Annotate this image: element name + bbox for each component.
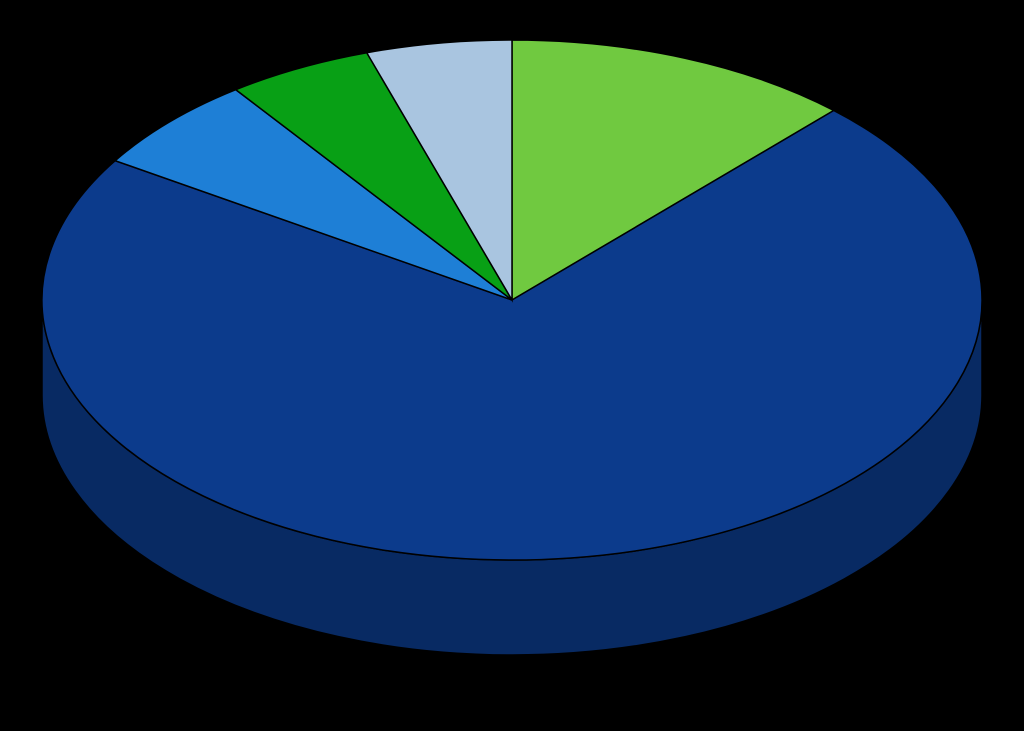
pie-top [42, 40, 982, 560]
pie-chart [0, 0, 1024, 731]
